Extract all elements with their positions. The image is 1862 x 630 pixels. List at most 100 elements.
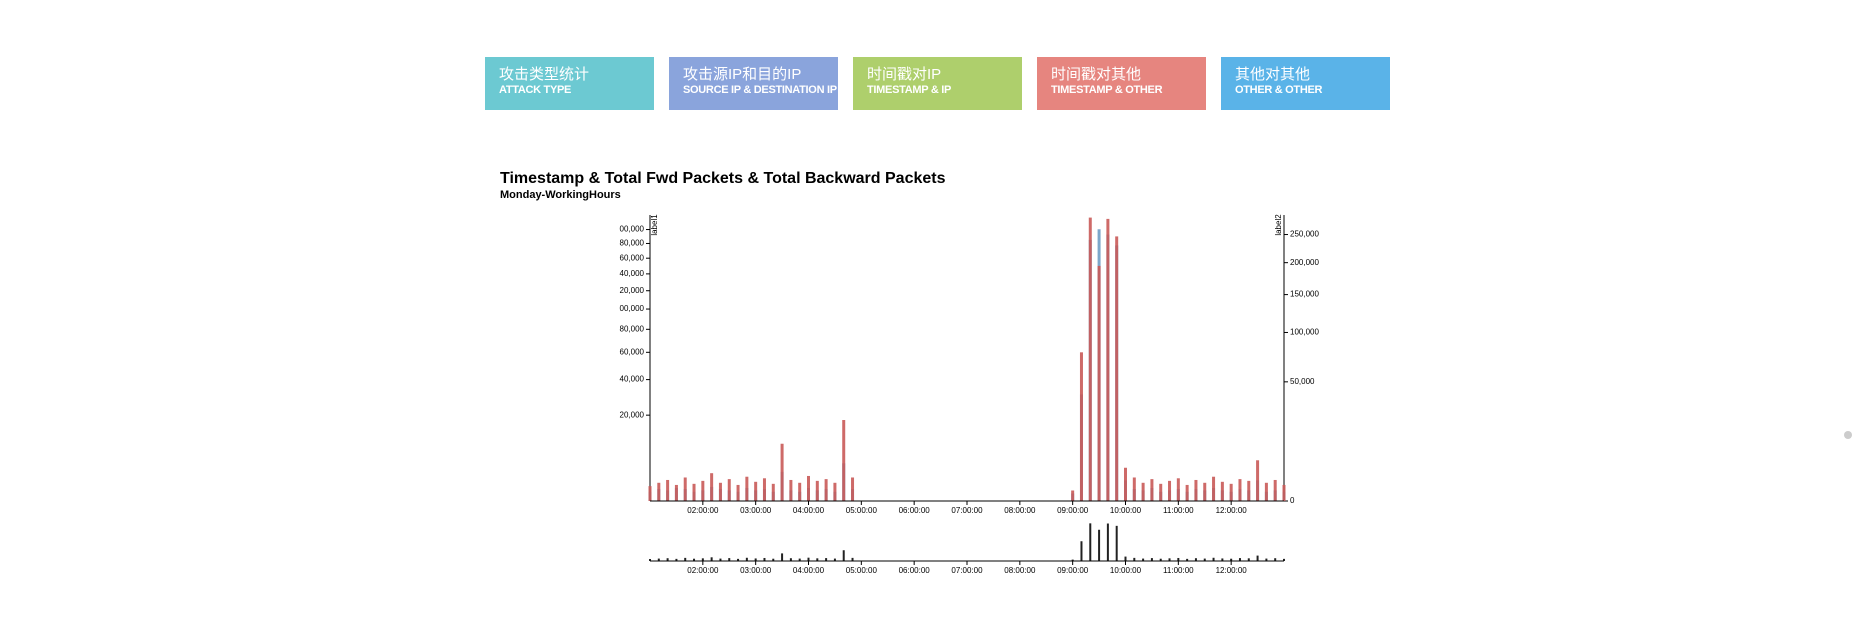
- chart-title: Timestamp & Total Fwd Packets & Total Ba…: [500, 170, 946, 187]
- bar: [1159, 483, 1163, 501]
- bar: [1212, 476, 1216, 501]
- overview-bar: [1159, 558, 1162, 561]
- overview-bar: [833, 558, 836, 561]
- nav-button[interactable]: 攻击类型统计 ATTACK TYPE: [485, 57, 654, 110]
- y-tick-label: 20,000: [620, 410, 645, 419]
- overview-bar: [1238, 558, 1241, 561]
- bar: [1071, 490, 1075, 501]
- overview-bar: [1265, 558, 1268, 561]
- y2-tick-label: 150,000: [1290, 290, 1319, 299]
- bar: [1124, 467, 1127, 501]
- x-tick-label: 03:00:00: [740, 506, 772, 515]
- bar: [745, 476, 749, 501]
- bar: [718, 482, 722, 501]
- bar: [666, 479, 670, 501]
- overview-bar: [1150, 558, 1153, 561]
- overview-bar: [1089, 523, 1092, 561]
- bar: [657, 482, 661, 501]
- overview-bar: [693, 558, 696, 561]
- bar: [1115, 236, 1119, 501]
- y-axis-label: label1: [650, 214, 659, 236]
- bar: [1097, 265, 1101, 501]
- bar: [1079, 352, 1083, 501]
- bar: [1088, 217, 1092, 501]
- overview-bar: [763, 557, 766, 561]
- bar: [1176, 478, 1180, 501]
- overview-bar: [701, 558, 704, 561]
- overview-bar: [649, 559, 651, 561]
- bar: [1256, 460, 1260, 501]
- overview-bar: [1142, 558, 1145, 561]
- nav-title: 时间戳对其他: [1051, 66, 1142, 83]
- overview-bar: [1133, 557, 1136, 561]
- overview-x-tick-label: 09:00:00: [1057, 566, 1089, 575]
- overview-bar: [851, 557, 854, 561]
- overview-bar: [1274, 558, 1277, 561]
- nav-button[interactable]: 其他对其他 OTHER & OTHER: [1221, 57, 1390, 110]
- overview-bar: [728, 558, 731, 561]
- overview-bar: [798, 558, 801, 561]
- overview-bar: [1212, 557, 1215, 561]
- overview-bar: [675, 558, 678, 561]
- overview-bar: [1115, 525, 1118, 561]
- overview-bar: [754, 558, 757, 561]
- bar: [674, 484, 678, 501]
- overview-x-tick-label: 04:00:00: [793, 566, 825, 575]
- overview-bar: [1247, 558, 1250, 561]
- y-tick-label: 00,000: [620, 225, 645, 234]
- overview-bar: [1177, 557, 1180, 561]
- y2-tick-label: 200,000: [1290, 258, 1319, 267]
- bar: [710, 473, 714, 501]
- bar: [701, 480, 705, 501]
- overview-x-tick-label: 03:00:00: [740, 566, 772, 575]
- nav-button[interactable]: 时间戳对其他 TIMESTAMP & OTHER: [1037, 57, 1206, 110]
- overview-bar: [1080, 541, 1083, 561]
- overview-bar: [1256, 555, 1259, 561]
- x-tick-label: 06:00:00: [899, 506, 931, 515]
- x-tick-label: 10:00:00: [1110, 506, 1142, 515]
- overview-bar: [1098, 529, 1101, 561]
- overview-bar: [1194, 558, 1197, 561]
- overview-bar: [816, 558, 819, 561]
- bar: [762, 478, 766, 501]
- bar: [824, 479, 828, 501]
- y2-tick-label: 50,000: [1290, 377, 1315, 386]
- y-tick-label: 40,000: [620, 269, 645, 278]
- overview-x-tick-label: 11:00:00: [1163, 566, 1194, 575]
- y-tick-label: 40,000: [620, 375, 645, 384]
- overview-bar: [745, 557, 748, 561]
- bar: [1185, 484, 1189, 501]
- overview-bar: [1283, 558, 1285, 561]
- x-tick-label: 11:00:00: [1163, 506, 1194, 515]
- bar: [1141, 482, 1145, 501]
- bar: [842, 420, 846, 501]
- overview-bar: [807, 557, 810, 561]
- bar: [798, 482, 802, 501]
- overview-bar: [737, 558, 740, 561]
- bar: [771, 483, 775, 501]
- bar: [851, 477, 855, 501]
- overview-bar: [657, 558, 660, 561]
- nav-subtitle: TIMESTAMP & OTHER: [1051, 84, 1163, 96]
- bar: [1264, 482, 1268, 501]
- x-tick-label: 12:00:00: [1216, 506, 1248, 515]
- bar: [833, 482, 837, 501]
- y2-tick-label: 250,000: [1290, 230, 1319, 239]
- y-tick-label: 20,000: [620, 286, 645, 295]
- x-tick-label: 05:00:00: [846, 506, 878, 515]
- bar: [1229, 483, 1233, 501]
- y2-axis-label: label2: [1274, 214, 1283, 236]
- bar: [1203, 482, 1207, 501]
- overview-bar: [1221, 558, 1224, 561]
- x-tick-label: 07:00:00: [951, 506, 983, 515]
- bar: [780, 443, 784, 501]
- overview-bar: [825, 558, 828, 561]
- scroll-dot[interactable]: [1844, 431, 1852, 439]
- overview-x-tick-label: 07:00:00: [951, 566, 983, 575]
- nav-subtitle: ATTACK TYPE: [499, 84, 572, 96]
- nav-button[interactable]: 攻击源IP和目的IP SOURCE IP & DESTINATION IP: [669, 57, 838, 110]
- chart-subtitle: Monday-WorkingHours: [500, 189, 621, 201]
- nav-button[interactable]: 时间戳对IP TIMESTAMP & IP: [853, 57, 1022, 110]
- overview-bar: [1186, 558, 1189, 561]
